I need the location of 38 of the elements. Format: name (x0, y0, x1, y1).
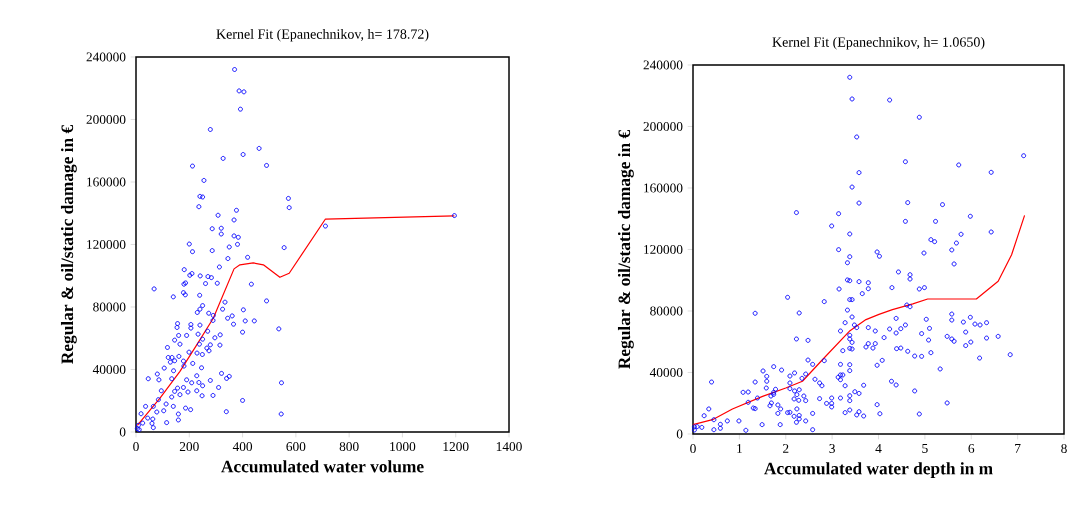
chart-title: Kernel Fit (Epanechnikov, h= 1.0650) (772, 36, 985, 50)
x-tick-label: 1200 (443, 442, 469, 452)
x-tick-label: 600 (286, 442, 306, 452)
y-tick-label: 160000 (644, 183, 683, 193)
y-tick-label: 120000 (87, 240, 126, 249)
x-tick-label: 1400 (496, 442, 522, 452)
y-tick-label: 120000 (644, 245, 683, 254)
y-tick-label: 40000 (649, 368, 683, 377)
x-tick-label: 5 (922, 444, 928, 453)
x-tick-label: 800 (339, 442, 359, 452)
x-tick-label: 200 (179, 442, 199, 452)
x-tick-label: 2 (783, 444, 789, 453)
y-tick-label: 80000 (93, 302, 126, 312)
x-tick-label: 0 (690, 444, 696, 454)
y-tick-label: 0 (119, 427, 126, 437)
x-tick-label: 1 (737, 444, 742, 453)
x-axis-title: Accumulated water volume (221, 460, 424, 473)
y-axis-title: Regular & oil/static damage in € (60, 125, 77, 364)
y-tick-label: 80000 (650, 306, 683, 316)
x-tick-label: 4 (875, 444, 882, 453)
line-series (136, 215, 455, 426)
y-tick-label: 40000 (92, 365, 126, 374)
x-tick-label: 3 (829, 444, 835, 453)
x-tick-label: 1000 (390, 442, 416, 452)
x-axis-title: Accumulated water depth in m (764, 462, 993, 478)
x-tick-label: 400 (232, 442, 253, 452)
y-tick-label: 0 (676, 429, 683, 439)
y-tick-label: 240000 (86, 52, 126, 62)
y-tick-label: 200000 (643, 122, 683, 131)
y-axis-title: Regular & oil/static damage in € (617, 130, 634, 369)
x-tick-label: 6 (968, 444, 975, 453)
x-tick-label: 7 (1015, 444, 1021, 453)
y-tick-label: 160000 (87, 177, 126, 187)
chart-title: Kernel Fit (Epanechnikov, h= 178.72) (216, 28, 429, 42)
y-tick-label: 200000 (86, 115, 126, 124)
y-tick-label: 240000 (643, 60, 683, 70)
x-tick-label: 8 (1061, 444, 1067, 454)
x-tick-label: 0 (133, 442, 139, 452)
